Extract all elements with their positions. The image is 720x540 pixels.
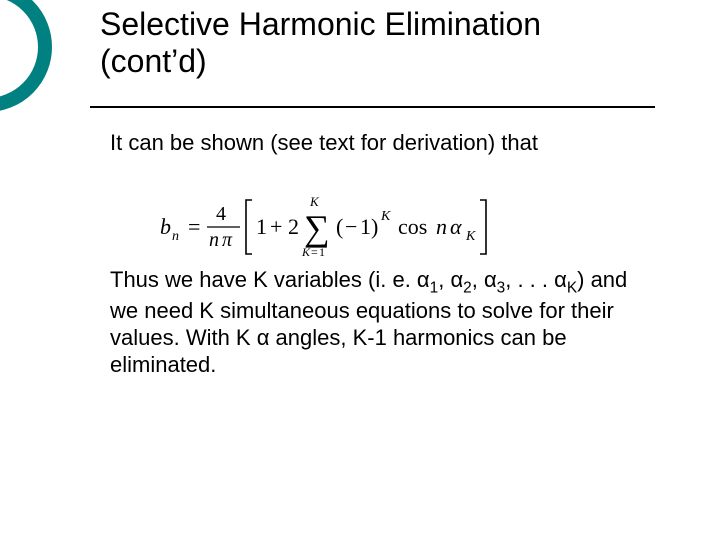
f-cos-alpha: α [450, 214, 462, 239]
title-line-2: (cont’d) [100, 43, 660, 80]
alpha-3-sub: 3 [497, 279, 506, 296]
paragraph-1: It can be shown (see text for derivation… [110, 130, 630, 157]
f-b: b [160, 214, 171, 239]
paragraph-2: Thus we have K variables (i. e. α1, α2, … [110, 267, 630, 379]
alpha-2-sub: 2 [463, 279, 472, 296]
f-one: 1 [256, 214, 267, 239]
f-sumlow-eq: = [311, 245, 318, 259]
f-num: 4 [216, 203, 226, 225]
title-line-1: Selective Harmonic Elimination [100, 6, 660, 43]
alpha-1-sym: α [417, 267, 430, 292]
sep-23: , [472, 267, 484, 292]
alpha-k-sym: α [554, 267, 567, 292]
formula: b n = 4 n π 1 + 2 ∑ K K = 1 ( − 1 ) [160, 192, 520, 262]
f-expK: K [380, 209, 391, 224]
f-cos: cos [398, 214, 427, 239]
alpha-2-sym: α [450, 267, 463, 292]
f-sigma: ∑ [304, 208, 330, 248]
f-den-n: n [209, 229, 219, 251]
f-m1-neg: − [345, 214, 357, 239]
f-m1-1: 1 [360, 214, 371, 239]
sep-12: , [438, 267, 450, 292]
f-sumlow-K: K [301, 245, 311, 259]
slide: Selective Harmonic Elimination (cont’d) … [0, 0, 720, 540]
f-m1-close: ) [371, 214, 378, 239]
f-sumupper: K [309, 194, 320, 209]
f-lbracket [246, 200, 252, 254]
alpha-3-sym: α [484, 267, 497, 292]
f-m1-open: ( [336, 214, 343, 239]
f-two: 2 [288, 214, 299, 239]
f-plus: + [270, 214, 282, 239]
f-den-pi: π [222, 229, 233, 251]
f-bn: n [172, 229, 179, 244]
alpha-k-sub: K [567, 279, 577, 296]
alpha-1-sub: 1 [430, 279, 439, 296]
formula-svg: b n = 4 n π 1 + 2 ∑ K K = 1 ( − 1 ) [160, 192, 520, 262]
title-underline [90, 106, 655, 108]
p2-text-a: Thus we have K variables (i. e. [110, 267, 417, 292]
sep-3k: , . . . [505, 267, 554, 292]
f-eq: = [188, 214, 200, 239]
alpha-lone-sym: α [257, 325, 270, 350]
slide-title: Selective Harmonic Elimination (cont’d) [100, 6, 660, 80]
decorative-ring [0, 0, 52, 112]
f-sumlow-1: 1 [319, 245, 325, 259]
f-cos-K: K [465, 229, 476, 244]
f-cos-n: n [436, 214, 447, 239]
f-rbracket [480, 200, 486, 254]
